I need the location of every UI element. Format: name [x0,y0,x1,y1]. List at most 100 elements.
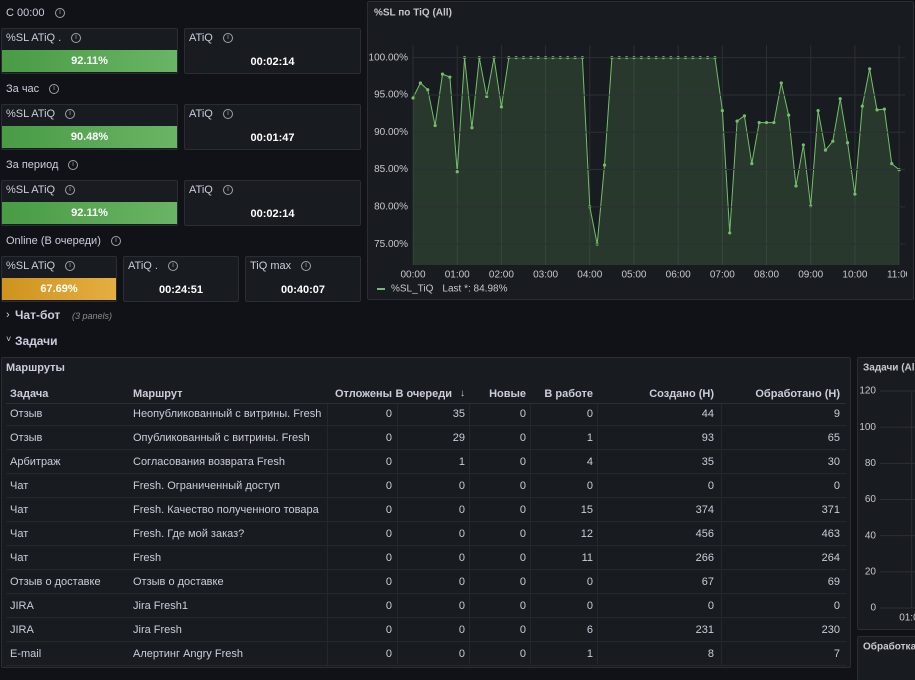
x-tick-label: 04:00 [577,270,602,281]
table-cell: 0 [519,576,526,588]
table-cell: Согласования возврата Fresh [133,456,285,468]
stat-value: 00:01:47 [250,132,295,144]
stat-panel [123,256,239,302]
table-cell: 0 [519,504,526,516]
table-cell: 0 [385,432,392,444]
data-point [764,120,769,125]
section-label: С 00:00 [6,7,45,19]
data-point [742,114,747,118]
data-point [801,143,805,147]
table-cell: 7 [833,648,840,660]
table-cell: 0 [519,648,526,660]
stat-title: TiQ max [250,260,292,272]
table-cell: 65 [827,432,840,444]
table-cell: 0 [385,624,392,636]
data-point [875,108,879,112]
data-point [499,105,504,109]
column-header[interactable]: В очереди [395,388,452,400]
column-divider [721,404,722,666]
data-point [750,161,754,166]
column-header[interactable]: Маршрут [133,388,183,400]
table-cell: Чат [10,480,29,492]
table-cell: Отзыв [10,432,43,444]
x-tick-label: 11:00 [887,270,912,281]
stat-title: %SL ATiQ [6,184,56,196]
column-header[interactable]: Создано (Н) [649,388,714,400]
stat-bar [2,50,177,72]
y-tick-label: 85.00% [374,164,408,175]
data-point [816,109,820,113]
section-label: За период [6,159,59,171]
table-cell: 0 [519,600,526,612]
table-cell: 0 [458,600,465,612]
table-cell: JIRA [10,600,34,612]
info-icon: i [223,33,233,43]
table-cell: 0 [458,576,465,588]
table-cell: 93 [701,432,714,444]
table-cell: 0 [519,624,526,636]
x-tick-label: 01:00 [899,613,915,624]
table-cell: Чат [10,528,29,540]
table-cell: 0 [833,600,840,612]
y-tick-label: 20 [865,566,877,577]
table-cell: 12 [580,528,593,540]
info-icon: i [223,109,233,119]
data-point [735,119,739,123]
table-cell: 67 [701,576,714,588]
stat-panel [184,28,361,74]
column-header[interactable]: В работе [544,388,593,400]
row-title[interactable]: Задачи [15,334,58,348]
data-point [470,126,474,130]
table-cell: Fresh. Где мой заказ? [133,528,245,540]
stat-title: ATiQ [189,108,213,120]
stat-panel [184,180,361,226]
data-point [853,192,857,196]
table-cell: 0 [458,528,465,540]
y-tick-label: 80.00% [374,201,408,212]
info-icon: i [68,160,78,170]
column-header[interactable]: Отложены [334,388,392,400]
stat-value: 00:02:14 [250,208,295,220]
row-line [6,545,846,546]
info-icon: i [55,8,65,18]
header-line [6,403,846,404]
table-cell: 374 [695,504,714,516]
legend-stat: Last *: 84.98% [442,284,507,295]
info-icon: i [49,84,59,94]
info-icon: i [301,261,311,271]
table-cell: 1 [458,456,465,468]
table-cell: Чат [10,552,29,564]
data-point [823,148,828,152]
table-cell: 1 [586,648,593,660]
column-header[interactable]: Обработано (Н) [755,388,840,400]
row-note: (3 panels) [72,311,113,321]
row-title[interactable]: Чат-бот [15,308,61,322]
table-cell: Fresh. Ограниченный доступ [133,480,281,492]
stat-value: 00:40:07 [280,284,326,296]
stat-title: ATiQ [189,184,213,196]
stat-value: 67.69% [40,283,78,295]
data-point [794,184,798,188]
column-header[interactable]: Новые [489,388,526,400]
section-label: Online (В очереди) [6,235,101,247]
column-divider [327,404,328,666]
data-point [418,81,422,85]
table-cell: 0 [385,480,392,492]
table-cell: 463 [821,528,840,540]
table-cell: 0 [458,624,465,636]
stat-title: %SL ATiQ [6,260,56,272]
panel-title: Обработка [863,641,915,653]
table-cell: 0 [707,480,714,492]
plot: 00:00 01:00 02:00 03:00 04:00 05:00 06:00 07:00… [401,45,912,281]
table-cell: 15 [580,504,593,516]
chart-title: Задачи (All) [863,363,915,374]
side-panel [857,636,915,680]
column-header[interactable]: Задача [10,388,49,400]
row-line [6,449,846,450]
data-point [772,120,776,125]
chart-title: %SL по TiQ (All) [374,8,452,19]
table-cell: 8 [707,648,714,660]
table-cell: 0 [385,576,392,588]
table-cell: 0 [519,432,526,444]
